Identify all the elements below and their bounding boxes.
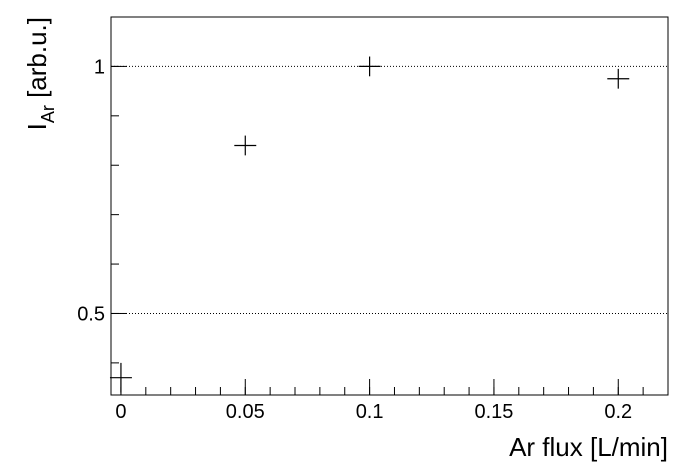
x-tick-label: 0.05 [226,401,265,423]
y-axis-title-unit: [arb.u.] [22,17,52,105]
y-axis-title: IAr [arb.u.] [22,17,58,130]
y-axis-title-subscript: Ar [38,105,58,123]
y-tick-label: 1 [94,56,105,78]
x-tick-label: 0.15 [474,401,513,423]
y-tick-label: 0.5 [77,303,105,325]
data-point [109,362,132,393]
gridlines [111,65,668,314]
data-points [109,56,630,393]
x-tick-label: 0 [115,401,126,423]
data-point [358,56,381,77]
y-axis-title-main: I [22,123,52,130]
plot-frame [110,16,669,396]
data-point [234,135,257,156]
axis-ticks [111,16,669,395]
tick-labels: 0 0.05 0.1 0.15 0.2 0.5 1 [77,56,632,423]
x-axis-title: Ar flux [L/min] [509,432,668,462]
x-tick-label: 0.1 [356,401,384,423]
x-tick-label: 0.2 [604,401,632,423]
data-point [607,68,630,89]
